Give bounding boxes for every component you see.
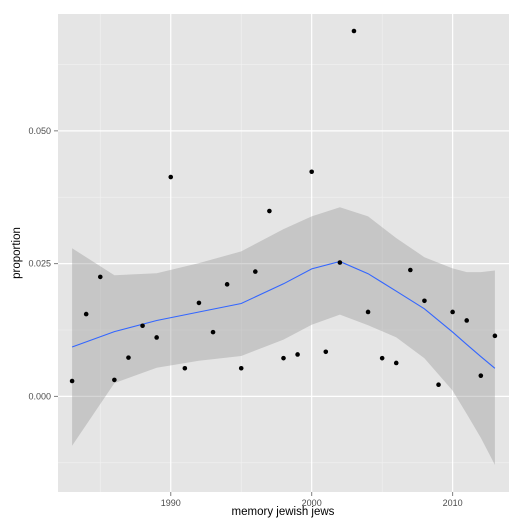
data-point <box>295 352 300 357</box>
data-point <box>309 169 314 175</box>
data-point <box>436 382 441 388</box>
data-point <box>253 269 258 274</box>
data-point <box>224 282 230 287</box>
y-tick-label: 0.000 <box>28 391 51 401</box>
x-axis-ticks: 1990 2000 2010 <box>161 492 463 508</box>
y-axis-ticks: 0.000 0.025 0.050 <box>28 126 58 401</box>
data-point <box>365 309 371 315</box>
x-axis-title: memory jewish jews <box>232 506 335 518</box>
data-point <box>112 377 117 383</box>
x-tick-label: 1990 <box>161 498 181 508</box>
data-point <box>196 300 202 306</box>
confidence-ribbon <box>72 207 495 465</box>
data-point <box>182 365 188 371</box>
data-point <box>393 360 399 366</box>
data-point <box>492 333 498 339</box>
data-point <box>281 355 286 361</box>
data-point <box>69 378 75 384</box>
data-point <box>267 208 272 214</box>
minor-gridlines <box>58 14 509 492</box>
x-tick-label: 2000 <box>302 498 322 508</box>
data-point <box>408 267 413 273</box>
y-tick-label: 0.050 <box>28 126 51 136</box>
plot-panel <box>58 14 509 492</box>
data-point <box>379 355 385 361</box>
data-point <box>464 318 470 323</box>
data-point <box>210 329 216 335</box>
data-point <box>97 274 103 280</box>
data-point <box>140 323 145 329</box>
data-point <box>154 335 159 340</box>
data-point <box>126 355 131 360</box>
major-gridlines <box>58 14 509 492</box>
data-point <box>337 260 343 265</box>
data-point <box>450 309 455 315</box>
data-point <box>351 28 357 34</box>
y-tick-label: 0.025 <box>28 259 51 269</box>
data-point <box>478 373 484 378</box>
data-point <box>422 298 427 304</box>
data-point <box>83 311 89 317</box>
scatter-points <box>69 28 498 388</box>
data-point <box>168 174 174 180</box>
data-point <box>323 349 329 355</box>
data-point <box>238 365 244 371</box>
x-tick-label: 2010 <box>443 498 463 508</box>
y-axis-title: proportion <box>11 227 23 279</box>
